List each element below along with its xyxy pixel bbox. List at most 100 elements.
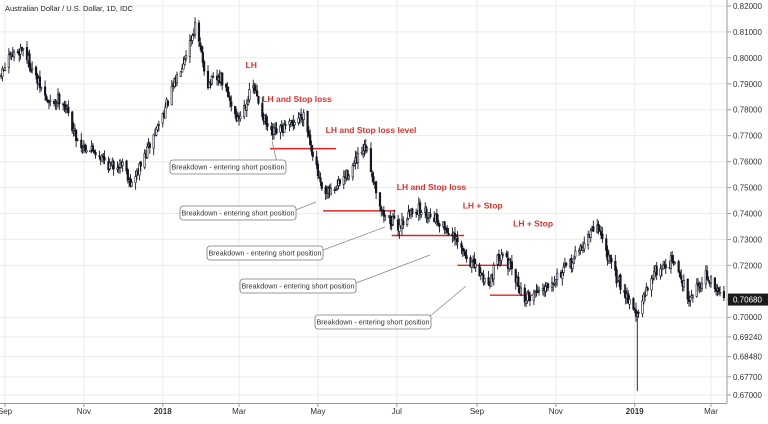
candle-body xyxy=(406,219,409,225)
x-tick-label: Mar xyxy=(704,407,718,416)
candle-body xyxy=(193,22,197,35)
candle-body xyxy=(722,291,726,299)
candle-body xyxy=(103,156,106,161)
candle-body xyxy=(279,125,282,133)
y-tick-label: 0.67000 xyxy=(733,391,762,400)
candle-body xyxy=(435,213,438,221)
candle-body xyxy=(375,181,378,194)
candle-body xyxy=(310,144,313,152)
candle-body xyxy=(526,291,529,302)
candle-body xyxy=(43,86,47,96)
candle-body xyxy=(234,106,237,115)
candle-body xyxy=(201,52,204,63)
x-tick-label: Nov xyxy=(549,407,563,416)
candle-body xyxy=(166,100,170,106)
candle-body xyxy=(356,153,360,164)
x-tick-label: 2019 xyxy=(626,407,644,416)
candle-body xyxy=(75,129,78,141)
y-axis: 0.82000 0.81000 0.80000 0.79000 0.78000 0.770… xyxy=(727,2,768,400)
candle-body xyxy=(365,147,369,151)
candle-body xyxy=(384,215,387,217)
candle-body xyxy=(537,289,541,292)
candle-body xyxy=(671,255,674,263)
candle-body xyxy=(610,257,613,263)
candle-body xyxy=(514,269,517,283)
candle-body xyxy=(411,208,414,215)
candle-body xyxy=(148,143,151,148)
candle-body xyxy=(338,179,341,184)
candle-body xyxy=(239,115,242,120)
x-tick-label: Nov xyxy=(77,407,91,416)
candle-body xyxy=(181,67,184,73)
candle-body xyxy=(627,293,630,304)
x-tick-label: Mar xyxy=(232,407,246,416)
candle-body xyxy=(58,93,61,105)
y-tick-label: 0.72000 xyxy=(733,261,762,270)
candle-body xyxy=(315,156,318,165)
candle-body xyxy=(146,146,149,158)
candle-body xyxy=(210,76,213,85)
candle-body xyxy=(49,99,52,102)
callout: Breakdown - entering short position xyxy=(169,140,287,175)
candle-body xyxy=(717,287,720,292)
candle-body xyxy=(293,122,296,126)
candle-body xyxy=(446,228,449,233)
candle-body xyxy=(230,101,233,107)
candle-body xyxy=(309,134,312,146)
candle-body xyxy=(126,169,129,181)
candle-body xyxy=(12,51,16,58)
candle-body xyxy=(203,61,206,72)
candle-body xyxy=(393,215,396,219)
candle-body xyxy=(112,161,115,170)
candle-body xyxy=(225,84,228,88)
candle-body xyxy=(257,96,260,104)
candle-body xyxy=(474,263,477,268)
candle-body xyxy=(84,144,87,152)
candle-body xyxy=(651,278,654,280)
annotation-label: LH + Stop xyxy=(513,218,553,228)
candle-body xyxy=(3,67,7,71)
candle-body xyxy=(642,294,645,303)
candle-body xyxy=(19,47,22,55)
candle-body xyxy=(125,160,128,172)
candle-body xyxy=(527,292,530,296)
candle-body xyxy=(686,278,689,300)
candle-body xyxy=(275,128,278,134)
candle-body xyxy=(646,287,649,291)
candle-body xyxy=(265,115,268,125)
candle-body xyxy=(324,186,327,194)
candle-body xyxy=(91,145,95,152)
candle-body xyxy=(465,255,468,260)
candle-body xyxy=(700,282,704,289)
candle-body xyxy=(578,250,581,253)
candle-body xyxy=(76,139,79,141)
callout-box xyxy=(314,314,432,330)
candle-body xyxy=(246,101,250,105)
candle-body xyxy=(369,148,373,172)
candle-body xyxy=(183,59,186,66)
candle-body xyxy=(483,278,486,283)
candle-body xyxy=(306,111,309,133)
candle-body xyxy=(319,177,322,183)
candle-body xyxy=(659,268,662,277)
candle-body xyxy=(510,261,513,270)
y-tick-label: 0.77000 xyxy=(733,132,762,141)
x-axis: Sep Nov 2018 Mar May Jul Sep Nov 2019 Mar xyxy=(0,403,718,416)
candle-body xyxy=(437,220,440,225)
callout-text: Breakdown - entering short position xyxy=(181,209,294,218)
candle-body xyxy=(490,274,493,287)
candle-body xyxy=(248,88,251,101)
candle-body xyxy=(31,68,34,71)
candle-body xyxy=(353,162,356,166)
candle-body xyxy=(389,215,392,225)
last-price-badge xyxy=(728,293,768,306)
candle-body xyxy=(460,243,463,248)
candle-body xyxy=(565,262,568,266)
candle-body xyxy=(597,223,600,232)
candle-body xyxy=(583,243,586,250)
y-tick-label: 0.73000 xyxy=(733,235,762,244)
y-tick-label: 0.76000 xyxy=(733,158,762,167)
candle-body xyxy=(108,162,111,170)
candle-body xyxy=(571,262,574,269)
